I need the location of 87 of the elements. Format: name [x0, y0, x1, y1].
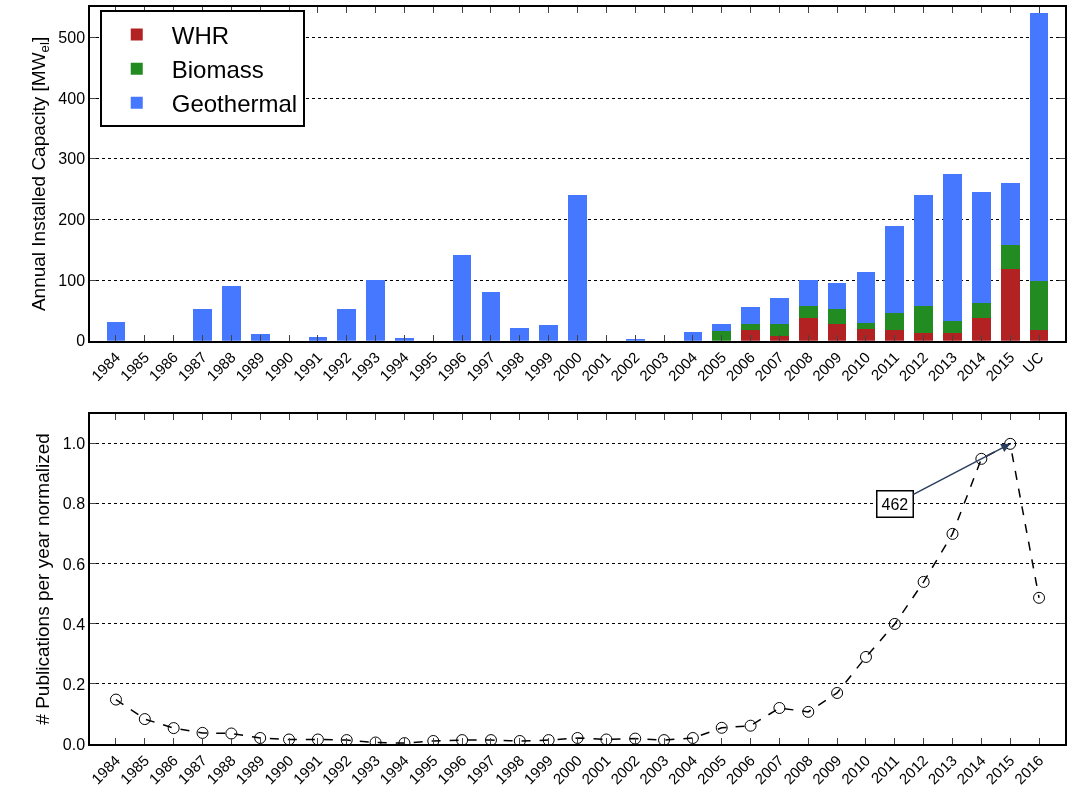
point	[225, 727, 238, 740]
point	[456, 734, 469, 744]
point	[888, 617, 901, 630]
legend-label: Geothermal	[171, 90, 298, 118]
bar	[943, 320, 962, 333]
y-tick-label: 200	[58, 211, 86, 229]
bar	[798, 280, 818, 306]
point	[571, 731, 584, 744]
bar	[914, 305, 934, 333]
point	[340, 734, 353, 744]
y-tick-label: 0	[76, 332, 86, 350]
bar	[1029, 280, 1049, 330]
y-tick-label: 0.6	[62, 555, 86, 573]
bar	[481, 291, 501, 341]
bar	[510, 328, 530, 341]
bar	[856, 322, 876, 329]
y-tick-label: 400	[58, 89, 86, 107]
y-axis-title: # Publications per year normalized	[32, 433, 54, 725]
y-tick-label: 0.8	[62, 495, 86, 513]
bar	[1000, 183, 1020, 245]
bar	[741, 329, 760, 341]
point	[542, 734, 555, 744]
bar	[337, 308, 357, 341]
bar	[914, 195, 934, 306]
bar	[741, 323, 760, 330]
annotation: 462	[881, 495, 909, 513]
point	[196, 726, 209, 739]
bar	[741, 306, 760, 324]
bar	[221, 285, 241, 341]
bar	[1000, 269, 1020, 341]
y-tick-label: 0.0	[62, 735, 86, 753]
point	[802, 705, 815, 718]
bar	[452, 255, 472, 341]
point	[109, 693, 122, 706]
point	[629, 732, 642, 744]
y-tick-label: 100	[58, 271, 86, 289]
point	[686, 731, 699, 744]
point	[773, 701, 786, 714]
point	[1033, 591, 1046, 604]
point	[744, 719, 757, 732]
point	[484, 734, 497, 744]
bar	[712, 331, 732, 341]
bar	[366, 280, 385, 341]
y-tick-label: 0.4	[62, 615, 86, 633]
point	[167, 722, 180, 735]
bar	[827, 283, 847, 309]
bar	[971, 302, 991, 318]
bar	[568, 195, 587, 341]
bar	[971, 317, 991, 341]
bar	[539, 325, 559, 341]
bar	[798, 317, 818, 341]
bar	[885, 329, 905, 341]
legend-label: Biomass	[171, 56, 264, 83]
bar	[193, 308, 212, 341]
point	[600, 733, 613, 744]
point	[427, 734, 440, 744]
point	[946, 527, 959, 540]
x-tick-label: UC	[1019, 348, 1047, 376]
bar	[827, 308, 847, 324]
point	[658, 734, 671, 744]
y-tick-label: 300	[58, 150, 86, 168]
y-tick-label: 500	[58, 28, 86, 46]
bar	[943, 173, 962, 321]
bar	[798, 305, 818, 318]
point	[715, 721, 728, 734]
y-tick-label: 0.2	[62, 675, 86, 693]
point	[917, 575, 930, 588]
point	[283, 733, 296, 744]
bar	[885, 226, 905, 313]
point	[975, 452, 988, 465]
bar	[770, 323, 789, 336]
bar	[971, 192, 991, 303]
point	[254, 731, 267, 744]
bar	[1029, 13, 1049, 281]
bar	[770, 297, 789, 324]
legend-label: WHR	[171, 21, 230, 49]
bar	[1000, 244, 1020, 270]
bar	[856, 272, 876, 323]
bar	[885, 312, 905, 330]
point	[311, 733, 324, 744]
point	[859, 650, 872, 663]
point	[1004, 437, 1017, 450]
y-tick-label: 1.0	[62, 435, 86, 453]
bar	[712, 324, 732, 332]
point	[831, 686, 844, 699]
point	[138, 713, 151, 726]
point	[513, 734, 526, 744]
